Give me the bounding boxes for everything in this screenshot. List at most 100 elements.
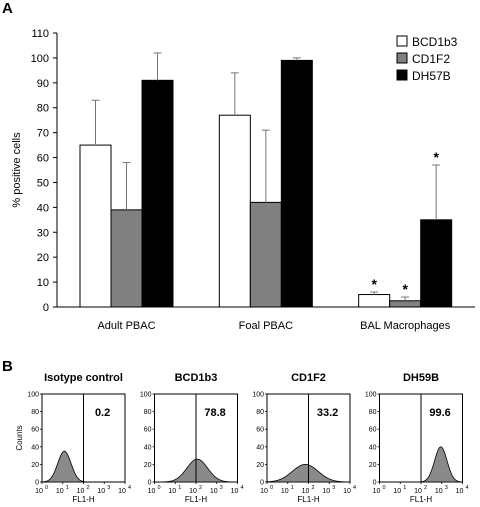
legend-swatch [396, 69, 408, 81]
x-tick-label: 10 [148, 488, 156, 495]
y-tick-label: 20 [369, 462, 377, 469]
x-axis-label: FL1-H [185, 495, 207, 504]
x-tick-exponent: 3 [332, 485, 335, 491]
y-tick-label: 90 [37, 78, 49, 90]
x-tick-exponent: 0 [383, 485, 386, 491]
y-tick-label: 0 [148, 480, 152, 487]
y-tick-label: 60 [31, 427, 39, 434]
bar [141, 79, 174, 308]
x-tick-label: 10 [373, 488, 381, 495]
x-tick-exponent: 2 [424, 485, 427, 491]
legend-label: DH57B [412, 69, 451, 83]
bar [79, 144, 112, 308]
bar [218, 114, 251, 308]
y-tick-label: 60 [256, 427, 264, 434]
x-tick-exponent: 1 [178, 485, 181, 491]
x-tick-label: 10 [302, 488, 310, 495]
y-tick-label: 60 [144, 427, 152, 434]
x-tick-label: 10 [260, 488, 268, 495]
x-tick-label: 10 [456, 488, 464, 495]
y-tick-label: 0 [35, 480, 39, 487]
percent-positive: 78.8 [204, 407, 225, 419]
x-tick-label: BAL Macrophages [360, 320, 451, 332]
y-tick-label: 110 [31, 28, 49, 40]
x-tick-exponent: 4 [128, 485, 131, 491]
x-tick-exponent: 3 [445, 485, 448, 491]
y-tick-label: 60 [37, 153, 49, 165]
histogram-title: BCD1b3 [175, 372, 218, 384]
x-tick-label: 10 [343, 488, 351, 495]
y-tick-label: 40 [144, 444, 152, 451]
legend-swatch [396, 35, 408, 47]
y-tick-label: 30 [37, 227, 49, 239]
y-tick-label: 70 [37, 128, 49, 140]
y-tick-label: 80 [37, 103, 49, 115]
y-tick-label: 20 [256, 462, 264, 469]
x-tick-exponent: 3 [107, 485, 110, 491]
bar [110, 209, 143, 308]
significance-marker: * [433, 149, 439, 165]
histogram-title: Isotype control [44, 372, 123, 384]
y-tick-label: 80 [256, 409, 264, 416]
y-tick-label: 10 [37, 277, 49, 289]
y-tick-label: 80 [31, 409, 39, 416]
legend-label: CD1F2 [412, 52, 450, 66]
x-tick-label: 10 [393, 488, 401, 495]
percent-positive: 99.6 [429, 407, 450, 419]
y-axis-label: % positive cells [11, 132, 23, 208]
y-tick-label: 100 [140, 392, 152, 399]
x-tick-label: 10 [231, 488, 239, 495]
y-axis-label: Counts [15, 425, 24, 450]
percent-positive: 33.2 [317, 407, 338, 419]
y-tick-label: 60 [369, 427, 377, 434]
y-tick-label: 50 [37, 177, 49, 189]
histogram-title: DH59B [403, 372, 439, 384]
x-tick-exponent: 0 [45, 485, 48, 491]
y-tick-label: 20 [31, 462, 39, 469]
x-tick-label: 10 [77, 488, 85, 495]
x-tick-label: 10 [414, 488, 422, 495]
x-tick-label: 10 [281, 488, 289, 495]
y-tick-label: 40 [256, 444, 264, 451]
legend-swatch [396, 52, 408, 64]
x-tick-exponent: 4 [353, 485, 356, 491]
panel-b-label: B [2, 358, 13, 375]
y-tick-label: 20 [37, 252, 49, 264]
y-tick-label: 40 [369, 444, 377, 451]
x-tick-exponent: 2 [87, 485, 90, 491]
histogram-title: CD1F2 [291, 372, 326, 384]
y-tick-label: 100 [252, 392, 264, 399]
panel-a-label: A [2, 0, 13, 17]
x-tick-label: Adult PBAC [97, 320, 155, 332]
y-tick-label: 0 [260, 480, 264, 487]
x-tick-label: 10 [118, 488, 126, 495]
percent-positive: 0.2 [95, 407, 110, 419]
x-tick-exponent: 1 [403, 485, 406, 491]
x-tick-exponent: 2 [199, 485, 202, 491]
x-tick-exponent: 3 [220, 485, 223, 491]
bar-chart: 0 10 20 30 40 50 60 70 80 90 100 110 % positive cell… [11, 28, 475, 332]
x-tick-exponent: 4 [466, 485, 469, 491]
significance-marker: * [402, 281, 408, 297]
y-tick-label: 80 [369, 409, 377, 416]
legend-label: BCD1b3 [412, 35, 458, 49]
y-tick-label: 100 [365, 392, 377, 399]
y-tick-label: 40 [31, 444, 39, 451]
y-tick-label: 40 [37, 202, 49, 214]
x-tick-label: 10 [35, 488, 43, 495]
x-axis-label: FL1-H [72, 495, 94, 504]
x-tick-label: 10 [97, 488, 105, 495]
x-tick-exponent: 0 [270, 485, 273, 491]
y-tick-label: 0 [373, 480, 377, 487]
x-tick-exponent: 4 [241, 485, 244, 491]
x-tick-exponent: 2 [312, 485, 315, 491]
x-tick-label: 10 [435, 488, 443, 495]
x-tick-label: 10 [322, 488, 330, 495]
bar [280, 59, 313, 308]
bar [420, 219, 453, 308]
x-axis-label: FL1-H [410, 495, 432, 504]
x-tick-exponent: 1 [66, 485, 69, 491]
x-tick-label: 10 [168, 488, 176, 495]
y-tick-label: 100 [27, 392, 39, 399]
